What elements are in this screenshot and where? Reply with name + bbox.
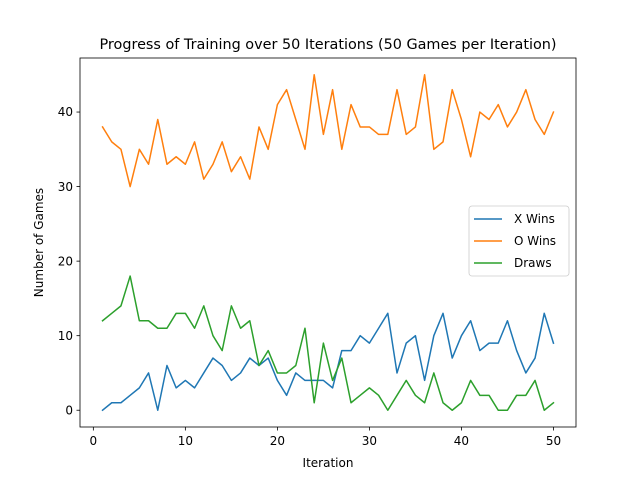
x-tick-label: 40	[454, 434, 469, 448]
x-axis-label: Iteration	[303, 456, 354, 470]
y-tick-label: 20	[58, 254, 73, 268]
legend-label-3: Draws	[514, 256, 552, 270]
series-line-1	[101, 312, 555, 412]
x-tick-label: 50	[546, 434, 561, 448]
y-tick-label: 10	[58, 329, 73, 343]
plot-area	[101, 74, 555, 412]
y-axis: 0 10 20 30 40	[58, 105, 80, 417]
legend-box	[468, 205, 570, 277]
legend-label-2: O Wins	[514, 234, 556, 248]
x-tick-label: 20	[270, 434, 285, 448]
x-tick-label: 0	[90, 434, 98, 448]
legend: X Wins O Wins Draws	[468, 205, 570, 277]
chart-title: Progress of Training over 50 Iterations …	[100, 37, 557, 53]
legend-label-1: X Wins	[514, 212, 555, 226]
x-tick-label: 10	[178, 434, 193, 448]
y-tick-label: 40	[58, 105, 73, 119]
x-tick-label: 30	[362, 434, 377, 448]
y-tick-label: 0	[65, 403, 73, 417]
y-tick-label: 30	[58, 180, 73, 194]
plot-frame	[79, 57, 577, 428]
series-line-2	[101, 74, 555, 188]
x-axis: 0 10 20 30 40 50	[90, 427, 561, 448]
y-axis-label: Number of Games	[32, 188, 46, 297]
series-line-3	[101, 275, 555, 411]
